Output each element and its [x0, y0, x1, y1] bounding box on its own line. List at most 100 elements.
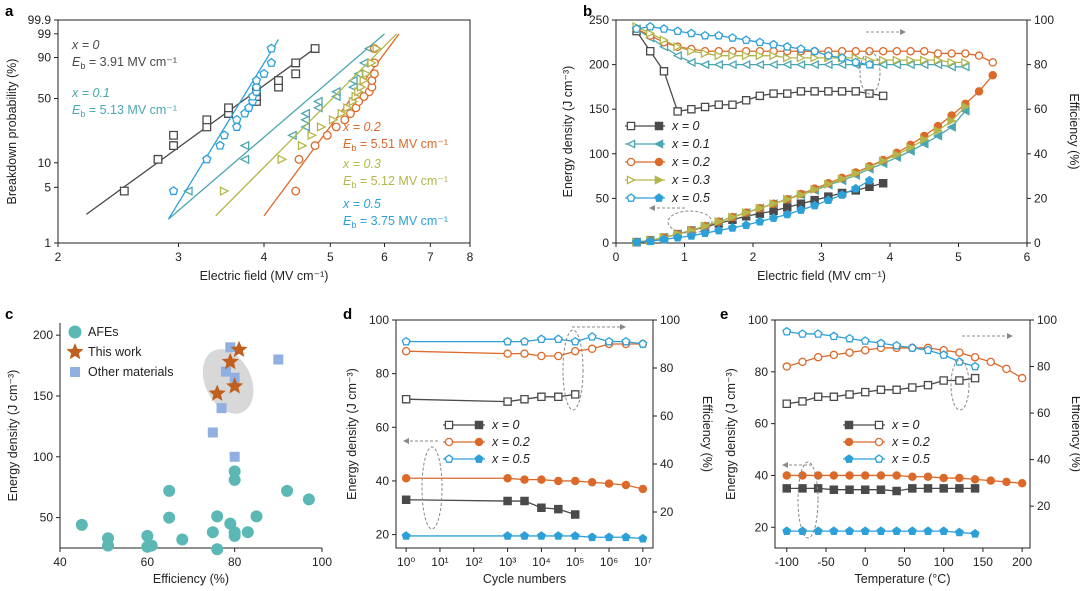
energy-line — [636, 179, 870, 243]
legend: x = 0 x = 0.2 x = 0.5 — [843, 418, 930, 466]
energy-point — [503, 474, 512, 483]
x-axis-title: Electric field (MV cm⁻¹) — [200, 269, 329, 283]
efficiency-point — [769, 51, 779, 61]
y-right-tick-label: 80 — [1037, 360, 1051, 374]
efficiency-point — [860, 387, 870, 397]
y-tick-label: 100 — [748, 313, 768, 327]
y-tick-label: 40 — [755, 468, 769, 482]
efficiency-point — [699, 59, 710, 70]
energy-point — [908, 484, 917, 493]
data-point — [206, 526, 219, 539]
efficiency-point — [878, 46, 888, 56]
y-tick-label: 200 — [589, 58, 609, 72]
energy-point — [659, 234, 669, 244]
y-right-tick-label: 0 — [1034, 236, 1041, 250]
data-point — [176, 533, 189, 546]
data-point — [202, 154, 212, 164]
energy-point — [632, 237, 642, 246]
legend-marker-open — [626, 175, 637, 185]
y-right-axis-title: Efficiency (%) — [700, 396, 714, 472]
efficiency-point — [878, 59, 888, 70]
efficiency-point — [919, 59, 929, 70]
annotation-breakdown-field: Eb = 5.12 MV cm⁻¹ — [343, 174, 448, 190]
data-point — [219, 186, 230, 196]
legend-label: x = 0 — [671, 119, 699, 133]
data-point — [219, 130, 230, 140]
data-point — [169, 130, 178, 140]
energy-point — [673, 232, 683, 242]
annotation-breakdown-field: Eb = 5.51 MV cm⁻¹ — [343, 137, 448, 153]
efficiency-point — [714, 51, 724, 61]
efficiency-point — [796, 87, 806, 96]
efficiency-point — [686, 28, 696, 38]
efficiency-point — [905, 59, 915, 70]
efficiency-point — [829, 350, 839, 360]
energy-point — [813, 484, 823, 493]
efficiency-point — [908, 383, 917, 392]
efficiency-point — [837, 87, 847, 96]
data-point — [202, 115, 212, 125]
energy-point — [923, 484, 933, 493]
energy-point — [587, 532, 597, 542]
efficiency-point — [782, 59, 792, 70]
energy-point — [955, 484, 964, 493]
energy-point — [829, 471, 839, 480]
legend-label: x = 0.2 — [891, 435, 930, 449]
energy-point — [892, 486, 901, 496]
efficiency-point — [933, 49, 943, 58]
efficiency-point — [570, 346, 580, 356]
efficiency-point — [519, 336, 530, 346]
efficiency-point — [946, 62, 956, 72]
x-axis-title: Electric field (MV cm⁻¹) — [757, 269, 886, 283]
y-right-tick-label: 60 — [660, 409, 674, 423]
efficiency-point — [824, 87, 833, 96]
efficiency-point — [860, 336, 870, 345]
y-tick-label: 90 — [38, 51, 52, 65]
series-x05 — [401, 332, 648, 543]
energy-line — [406, 477, 644, 490]
x-tick-label: 100 — [312, 555, 332, 569]
energy-point — [519, 531, 530, 540]
y-right-tick-label: 100 — [1034, 13, 1054, 27]
efficiency-point — [673, 42, 683, 52]
y-right-tick-label: 20 — [1037, 499, 1051, 513]
energy-point — [813, 526, 823, 536]
data-point — [316, 122, 327, 132]
efficiency-point — [845, 333, 855, 343]
energy-point — [810, 200, 820, 210]
energy-point — [939, 484, 948, 493]
x-tick-label: 10⁷ — [634, 555, 652, 569]
data-point — [228, 465, 241, 478]
panel-d: d 10⁰ 10¹ 10² 10³ 10⁴ 10⁵ 10⁶ 10⁷ 20 40 60 80 100 20 40… — [343, 306, 714, 586]
data-point — [340, 115, 350, 125]
legend-marker-open — [874, 420, 884, 430]
efficiency-point — [836, 59, 847, 70]
data-point — [163, 511, 176, 524]
energy-point — [932, 131, 943, 141]
data-point — [145, 539, 158, 552]
energy-point — [570, 510, 580, 519]
energy-point — [554, 504, 563, 514]
y-tick-label: 100 — [589, 147, 609, 161]
efficiency-point — [865, 46, 874, 56]
energy-point — [796, 190, 807, 200]
efficiency-point — [401, 394, 411, 404]
legend-marker — [70, 367, 80, 377]
y-right-tick-label: 100 — [660, 313, 680, 327]
x-tick-label: 10¹ — [431, 555, 448, 569]
energy-point — [638, 484, 648, 494]
energy-point — [769, 199, 779, 209]
efficiency-point — [892, 340, 902, 350]
energy-point — [1002, 477, 1011, 487]
efficiency-point — [878, 55, 889, 65]
energy-point — [892, 150, 902, 160]
efficiency-point — [604, 336, 614, 346]
efficiency-point — [809, 59, 819, 70]
energy-point — [401, 531, 411, 540]
data-point — [239, 140, 250, 151]
efficiency-point — [554, 392, 563, 402]
energy-point — [796, 199, 806, 209]
energy-point — [700, 228, 710, 238]
panel-letter-e: e — [720, 306, 728, 323]
data-point — [232, 121, 242, 131]
